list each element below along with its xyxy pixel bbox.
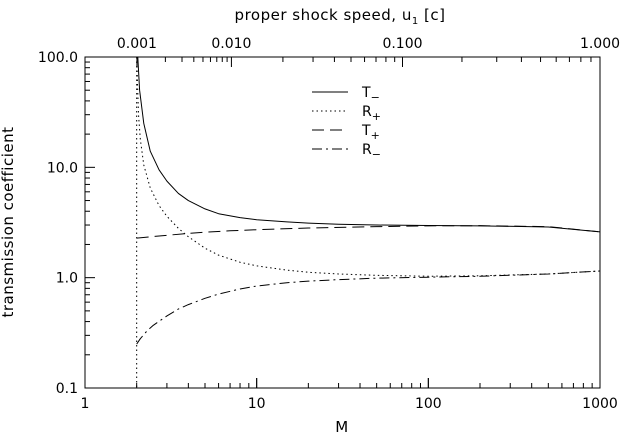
top-tick-label: 0.010 xyxy=(211,36,251,52)
ticks xyxy=(84,56,601,389)
legend: T−R+T+R− xyxy=(312,85,381,161)
x-tick-label: 100 xyxy=(415,396,442,412)
legend-label-1: T− xyxy=(361,85,380,104)
y-axis-title: transmission coefficient xyxy=(0,126,17,317)
top-tick-label: 0.100 xyxy=(382,36,422,52)
x-axis-title: M xyxy=(335,418,348,436)
top-tick-label: 0.001 xyxy=(117,36,157,52)
plot-area-frame xyxy=(84,56,601,389)
x-tick-label: 1000 xyxy=(582,396,618,412)
legend-label-3: T+ xyxy=(361,123,380,142)
series-line-2 xyxy=(136,56,601,277)
top-tick-label: 1.000 xyxy=(580,36,620,52)
top-axis-title: proper shock speed, u1 [c] xyxy=(235,6,446,27)
series-line-1 xyxy=(137,56,601,233)
y-tick-label: 1.0 xyxy=(56,271,78,287)
series-line-4 xyxy=(136,270,601,345)
x-tick-label: 1 xyxy=(81,396,90,412)
series-line-3 xyxy=(136,225,601,239)
y-tick-label: 0.1 xyxy=(56,381,78,397)
legend-label-4: R− xyxy=(362,142,381,161)
series-group xyxy=(136,56,601,345)
y-tick-label: 10.0 xyxy=(47,160,78,176)
x-tick-label: 10 xyxy=(248,396,266,412)
legend-label-2: R+ xyxy=(362,104,381,123)
tick-labels: 1 10 100 1000 0.1 1.0 10.0 100.0 0.001 0.010 0.100… xyxy=(38,36,620,412)
y-tick-label: 100.0 xyxy=(38,50,78,66)
